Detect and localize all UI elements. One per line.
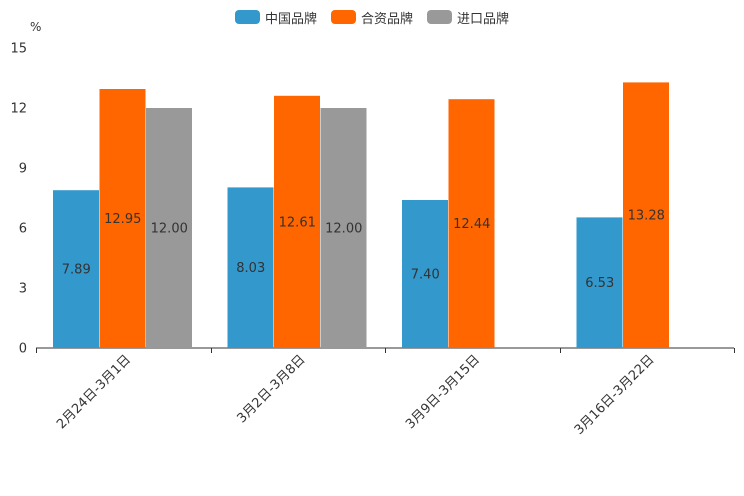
x-tick-label: 3月9日-3月15日: [403, 352, 483, 432]
x-tick-label: 2月24日-3月1日: [54, 352, 134, 432]
y-tick-label: 9: [19, 162, 27, 177]
legend-swatch-china-brand: [234, 10, 260, 24]
legend-label-china-brand: 中国品牌: [264, 11, 317, 27]
bar: [576, 217, 623, 348]
bar: [227, 187, 274, 348]
bar-value-label: 6.53: [585, 276, 614, 291]
legend: 中国品牌 合资品牌 进口品牌: [0, 7, 744, 27]
y-tick-label: 15: [10, 42, 27, 57]
bar-value-label: 7.40: [411, 268, 440, 283]
y-tick-label: 12: [10, 102, 27, 117]
bar: [99, 89, 146, 348]
bar: [402, 200, 448, 348]
x-tick-label: 3月2日-3月8日: [234, 352, 308, 426]
bar: [623, 82, 669, 349]
x-tick-label: 3月16日-3月22日: [572, 352, 658, 438]
bar: [146, 108, 192, 348]
legend-swatch-joint-venture-brand: [330, 10, 356, 24]
bar-value-label: 13.28: [628, 209, 665, 224]
legend-item-china-brand[interactable]: 中国品牌: [234, 8, 317, 27]
legend-label-joint-venture-brand: 合资品牌: [360, 11, 413, 27]
y-tick-label: 3: [19, 282, 27, 297]
legend-item-import-brand[interactable]: 进口品牌: [427, 8, 509, 27]
bar-value-label: 8.03: [236, 261, 265, 276]
bar-value-label: 7.89: [62, 263, 91, 278]
legend-label-import-brand: 进口品牌: [457, 11, 510, 27]
bar: [448, 99, 495, 348]
bar-value-label: 12.61: [279, 215, 316, 230]
bar-value-label: 12.95: [104, 212, 141, 227]
bar-value-label: 12.44: [453, 217, 490, 232]
y-axis-unit-label: %: [30, 20, 42, 34]
bar: [53, 190, 99, 348]
bar: [274, 95, 320, 348]
y-tick-label: 6: [19, 222, 27, 237]
bar-value-label: 12.00: [151, 222, 188, 237]
legend-item-joint-venture-brand[interactable]: 合资品牌: [330, 8, 413, 27]
y-tick-label: 0: [19, 342, 27, 357]
legend-swatch-import-brand: [427, 10, 452, 24]
bar-value-label: 12.00: [325, 222, 362, 237]
bar: [320, 108, 367, 348]
